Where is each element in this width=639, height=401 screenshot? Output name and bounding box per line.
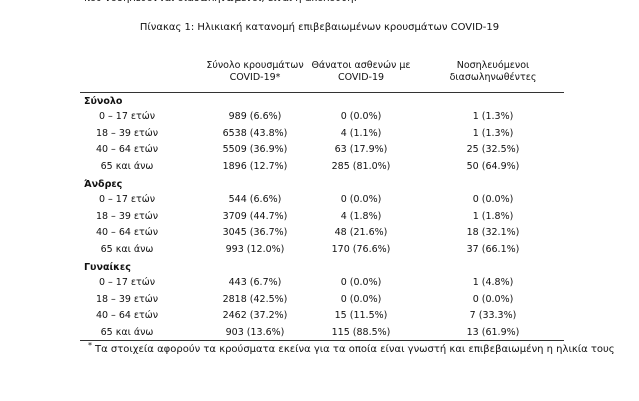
table-cell: 903 (13.6%): [225, 326, 285, 338]
row-label: 0 – 17 ετών: [98, 111, 156, 122]
table-cell: 7 (33.3%): [469, 310, 517, 321]
table-cell: 13 (61.9%): [466, 326, 520, 338]
footnote-text: Τα στοιχεία αφορούν τα κρούσματα εκείνα …: [95, 344, 615, 355]
row-label: 65 και άνω: [100, 326, 154, 338]
row-label: 18 – 39 ετών: [95, 293, 159, 305]
table-cell: 1896 (12.7%): [222, 160, 288, 172]
table-cell: 63 (17.9%): [334, 144, 388, 155]
bottom-rule: [80, 340, 564, 341]
column-header: Νοσηλευόμενοι διασωληνωθέντες: [449, 60, 537, 83]
table-cell: 115 (88.5%): [331, 326, 391, 338]
table-cell: 25 (32.5%): [466, 144, 520, 155]
table-cell: 15 (11.5%): [334, 310, 388, 321]
table-cell: 3709 (44.7%): [222, 210, 288, 222]
row-label: 40 – 64 ετών: [95, 144, 159, 155]
section-title: Άνδρες: [84, 179, 123, 190]
row-label: 0 – 17 ετών: [98, 194, 156, 205]
table-cell: 1 (4.8%): [472, 277, 514, 288]
row-label: 18 – 39 ετών: [95, 210, 159, 222]
table-cell: 0 (0.0%): [472, 293, 514, 305]
table-cell: 1 (1.3%): [472, 127, 514, 139]
table-cell: 50 (64.9%): [466, 160, 520, 172]
table-cell: 37 (66.1%): [466, 243, 520, 255]
row-label: 18 – 39 ετών: [95, 127, 159, 139]
table-cell: 2462 (37.2%): [222, 310, 288, 321]
footnote-marker: *: [88, 341, 92, 350]
intro-text: που νοσηλεύονται διασωληνωμένοι, είναι η…: [84, 0, 357, 5]
table-cell: 6538 (43.8%): [222, 127, 288, 139]
section-title: Σύνολο: [84, 96, 123, 107]
table-cell: 989 (6.6%): [228, 111, 282, 122]
table-cell: 3045 (36.7%): [222, 227, 288, 238]
table-cell: 544 (6.6%): [228, 194, 282, 205]
table-cell: 4 (1.8%): [340, 210, 382, 222]
table-cell: 0 (0.0%): [340, 277, 382, 288]
row-label: 65 και άνω: [100, 160, 154, 172]
row-label: 40 – 64 ετών: [95, 227, 159, 238]
column-header: Σύνολο κρουσμάτων COVID-19*: [206, 60, 304, 83]
table-cell: 0 (0.0%): [472, 194, 514, 205]
table-cell: 0 (0.0%): [340, 293, 382, 305]
table-cell: 993 (12.0%): [225, 243, 285, 255]
table-cell: 2818 (42.5%): [222, 293, 288, 305]
row-label: 40 – 64 ετών: [95, 310, 159, 321]
table-cell: 0 (0.0%): [340, 111, 382, 122]
column-header: Θάνατοι ασθενών με COVID-19: [311, 60, 411, 83]
header-rule: [80, 92, 564, 93]
table-cell: 5509 (36.9%): [222, 144, 288, 155]
table-caption: Πίνακας 1: Ηλικιακή κατανομή επιβεβαιωμέ…: [139, 22, 500, 33]
row-label: 65 και άνω: [100, 243, 154, 255]
table-cell: 1 (1.8%): [472, 210, 514, 222]
table-cell: 4 (1.1%): [340, 127, 382, 139]
table-cell: 48 (21.6%): [334, 227, 388, 238]
table-cell: 170 (76.6%): [331, 243, 391, 255]
table-cell: 18 (32.1%): [466, 227, 520, 238]
row-label: 0 – 17 ετών: [98, 277, 156, 288]
table-cell: 285 (81.0%): [331, 160, 391, 172]
table-cell: 0 (0.0%): [340, 194, 382, 205]
section-title: Γυναίκες: [84, 262, 131, 273]
table-cell: 443 (6.7%): [228, 277, 282, 288]
table-cell: 1 (1.3%): [472, 111, 514, 122]
